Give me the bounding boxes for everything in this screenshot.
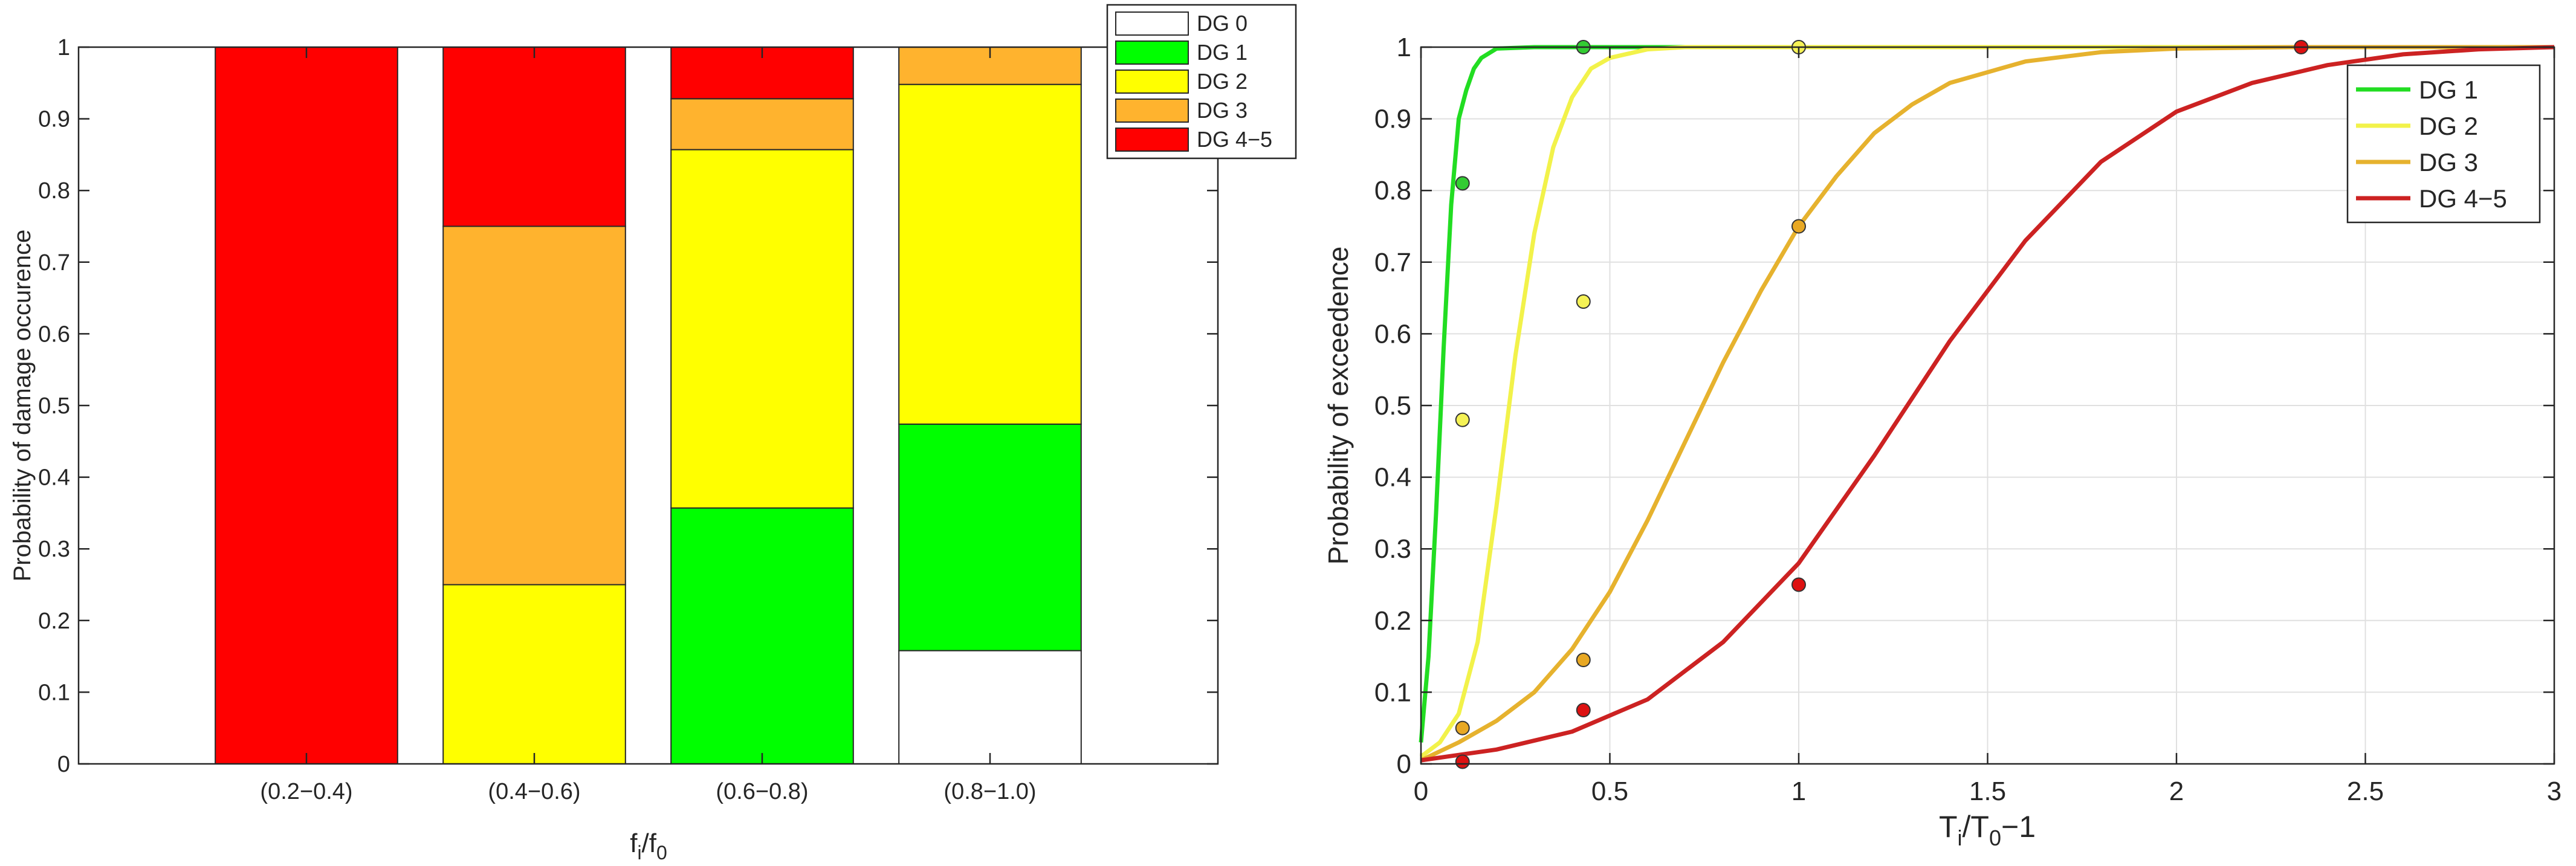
- y-tick-label: 0.2: [38, 609, 70, 634]
- legend-label: DG 4−5: [1197, 127, 1272, 152]
- legend-label: DG 2: [1197, 69, 1248, 94]
- x-tick-label: 1.5: [1969, 777, 2006, 806]
- bar-segment: [898, 423, 1082, 651]
- stacked-bar-chart: 00.10.20.30.40.50.60.70.80.91 (0.2−0.4)(…: [9, 4, 1297, 864]
- right-y-ticks: 0 0.1 0.2 0.3 0.4 0.5 0.6 0.7 0.8 0.9 1: [1374, 33, 2554, 779]
- left-legend: DG 0 DG 1 DG 2 DG 3 DG 4−5: [1106, 4, 1297, 160]
- x-tick-label: 3: [2547, 777, 2561, 806]
- right-y-axis-label: Probability of exceedence: [1322, 247, 1354, 565]
- y-tick-label: 0.9: [1374, 105, 1411, 134]
- y-tick-label: 0.1: [1374, 677, 1411, 707]
- data-point: [1791, 219, 1806, 234]
- data-point: [1576, 703, 1591, 718]
- data-point: [1455, 754, 1470, 769]
- y-tick-label: 0.1: [38, 680, 70, 705]
- legend-label: DG 1: [1197, 40, 1248, 65]
- y-tick-label: 1: [57, 35, 70, 60]
- left-y-axis-label: Probability of damage occurence: [9, 230, 36, 582]
- y-tick-label: 0.2: [1374, 606, 1411, 636]
- y-tick-label: 0.7: [38, 250, 70, 276]
- legend-swatch: [1115, 40, 1189, 65]
- bar-segment: [898, 650, 1082, 765]
- y-tick-label: 0.5: [1374, 391, 1411, 421]
- x-tick-label: (0.6−0.8): [716, 779, 808, 804]
- data-point: [1455, 176, 1470, 191]
- legend-label: DG 1: [2419, 76, 2478, 104]
- y-tick-label: 0.7: [1374, 248, 1411, 277]
- y-tick-label: 0.6: [38, 322, 70, 347]
- y-tick-label: 0.4: [38, 465, 70, 491]
- line-chart: 0 0.1 0.2 0.3 0.4 0.5 0.6 0.7 0.8 0.9 1 0 0.5 1 1.5 2 2…: [1322, 33, 2561, 850]
- bar-segment: [670, 149, 854, 509]
- bar-segment: [670, 98, 854, 150]
- bar-segment: [442, 47, 626, 227]
- legend-swatch: [1115, 69, 1189, 94]
- legend-swatch: [1115, 99, 1189, 123]
- bar-segment: [670, 507, 854, 765]
- x-tick-label: (0.8−1.0): [943, 779, 1036, 804]
- x-tick-label: 0.5: [1591, 777, 1628, 806]
- legend-swatch: [1115, 128, 1189, 152]
- y-tick-label: 0: [1397, 749, 1411, 779]
- bar-segment: [442, 225, 626, 586]
- x-tick-label: (0.4−0.6): [488, 779, 580, 804]
- left-x-ticks: (0.2−0.4) (0.4−0.6) (0.6−0.8) (0.8−1.0): [260, 47, 1037, 804]
- x-tick-label: 2: [2169, 777, 2184, 806]
- bars: [215, 47, 1082, 765]
- y-tick-label: 0.8: [1374, 176, 1411, 205]
- y-tick-label: 0.4: [1374, 463, 1411, 493]
- right-x-axis-label: Ti/T0−1: [1939, 810, 2036, 850]
- legend-swatch: [1115, 11, 1189, 36]
- left-x-axis-label: fi/f0: [630, 829, 667, 864]
- legend-label: DG 3: [1197, 98, 1248, 123]
- right-legend: DG 1 DG 2 DG 3 DG 4−5: [2346, 64, 2541, 224]
- y-tick-label: 0.3: [38, 537, 70, 562]
- right-x-ticks: 0 0.5 1 1.5 2 2.5 3: [1414, 47, 2561, 806]
- x-tick-label: 0: [1414, 777, 1428, 806]
- data-point: [1455, 720, 1470, 735]
- left-y-ticks: 0 0.1 0.2 0.3 0.4 0.5 0.6 0.7 0.8 0.9 1: [38, 35, 1218, 777]
- x-tick-label: 1: [1791, 777, 1806, 806]
- series-line: [1420, 45, 2554, 763]
- series-line: [1420, 45, 2555, 763]
- y-tick-label: 0.8: [38, 178, 70, 204]
- data-point: [1791, 577, 1806, 592]
- bar-segment: [898, 83, 1082, 425]
- bar-segment: [215, 47, 398, 764]
- legend-label: DG 4−5: [2419, 184, 2507, 213]
- y-tick-label: 1: [1397, 33, 1411, 62]
- legend-label: DG 0: [1197, 11, 1248, 36]
- x-tick-label: 2.5: [2347, 777, 2384, 806]
- data-point: [1455, 412, 1470, 427]
- x-tick-label: (0.2−0.4): [260, 779, 352, 804]
- y-tick-label: 0.9: [38, 107, 70, 132]
- legend-label: DG 3: [2419, 148, 2478, 176]
- legend-label: DG 2: [2419, 112, 2478, 140]
- data-point: [1576, 294, 1591, 309]
- y-tick-label: 0.5: [38, 393, 70, 419]
- bar-segment: [442, 584, 626, 764]
- y-tick-label: 0: [57, 752, 70, 777]
- data-point: [1576, 653, 1591, 668]
- y-tick-label: 0.6: [1374, 319, 1411, 349]
- series-points: [1455, 40, 2309, 769]
- y-tick-label: 0.3: [1374, 534, 1411, 564]
